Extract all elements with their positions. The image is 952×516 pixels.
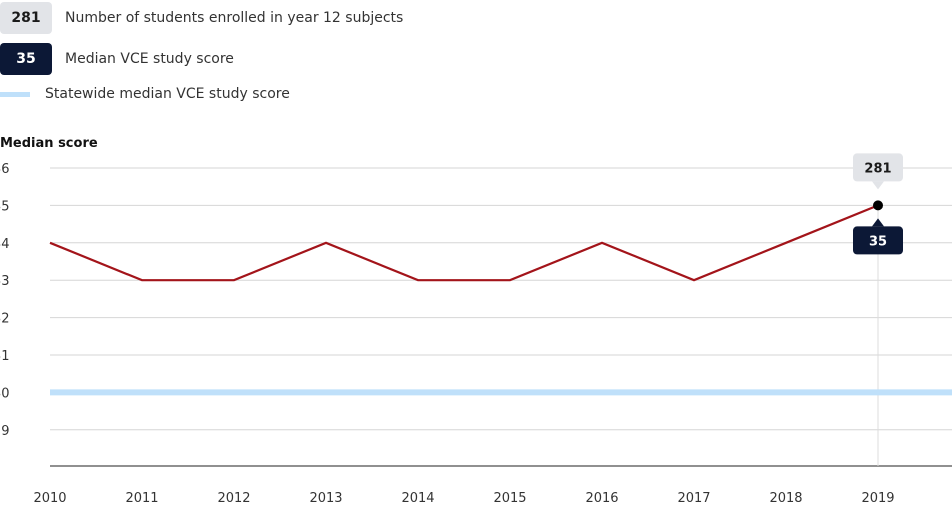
x-tick-label: 2010 [33,491,66,506]
legend-enrolled: 281 Number of students enrolled in year … [0,2,403,34]
y-tick-label: 30 [0,386,10,401]
highlight-point [873,200,883,211]
y-tick-label: 32 [0,312,10,327]
x-tick-label: 2013 [309,491,342,506]
legend-median: 35 Median VCE study score [0,43,234,75]
median-tooltip [853,226,903,255]
y-tick-label: 31 [0,349,10,364]
y-tick-label: 36 [0,162,10,177]
x-tick-label: 2011 [125,491,158,506]
median-score-line [49,204,879,282]
enrolled-tooltip-pointer [872,181,884,190]
legend-statewide: Statewide median VCE study score [0,86,290,102]
x-tick-label: 2016 [585,491,618,506]
y-tick-label: 35 [0,199,10,214]
y-tick-label: 29 [0,424,10,439]
x-tick-label: 2018 [769,491,802,506]
x-tick-label: 2015 [493,491,526,506]
enrolled-label: Number of students enrolled in year 12 s… [65,10,404,26]
statewide-swatch [0,91,30,97]
y-tick-label: 33 [0,274,10,289]
statewide-label: Statewide median VCE study score [45,86,290,102]
x-tick-label: 2014 [401,491,434,506]
median-tooltip-pointer [872,218,884,227]
x-tick-label: 2017 [677,491,710,506]
y-axis-label: Median score [0,136,98,151]
median-tooltip-value: 35 [869,234,887,249]
enrolled-tooltip-value: 281 [864,161,891,176]
x-tick-label: 2012 [217,491,250,506]
enrolled-badge: 281 [0,2,52,34]
median-badge: 35 [0,43,52,75]
enrolled-tooltip [853,153,903,182]
median-label: Median VCE study score [65,51,234,67]
x-tick-label: 2019 [861,491,894,506]
y-tick-label: 34 [0,237,10,252]
